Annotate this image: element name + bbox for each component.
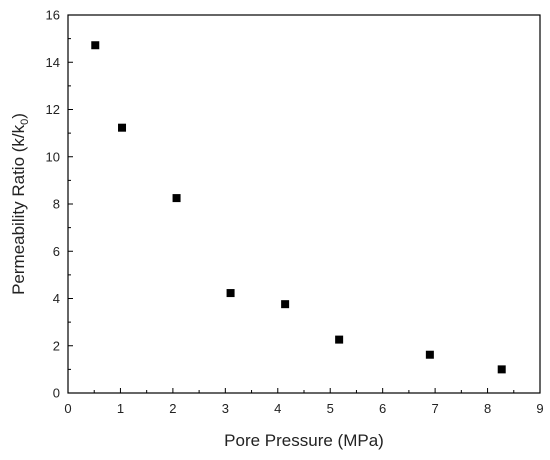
y-tick-label: 12 [46,102,60,117]
x-tick-label: 5 [327,401,334,416]
data-point [172,194,181,203]
x-tick-label: 0 [64,401,71,416]
x-tick-label: 3 [222,401,229,416]
plot-frame [67,14,541,394]
y-tick-label: 8 [53,197,60,212]
data-point [425,350,434,359]
y-axis-ticks: 0 2 4 6 8 10 12 14 16 [46,8,73,401]
data-markers [91,41,506,374]
y-tick-label: 14 [46,55,60,70]
x-tick-label: 2 [169,401,176,416]
y-tick-label: 4 [53,291,60,306]
data-point [281,300,290,309]
x-axis-title: Pore Pressure (MPa) [224,431,384,450]
y-axis-title-main: Permeability Ratio (k/k [9,124,28,295]
x-tick-label: 4 [274,401,281,416]
x-tick-label: 9 [536,401,543,416]
x-axis-ticks: 0 1 2 3 4 5 6 7 8 9 [64,388,544,416]
y-axis-title: Permeability Ratio (k/k0) [9,113,31,295]
y-tick-label: 0 [53,386,60,401]
y-axis-title-subscript: 0 [19,119,31,125]
x-tick-label: 7 [431,401,438,416]
y-tick-label: 6 [53,244,60,259]
y-tick-label: 2 [53,338,60,353]
x-tick-label: 1 [117,401,124,416]
data-point [497,365,506,374]
y-tick-label: 16 [46,8,60,23]
y-tick-label: 10 [46,149,60,164]
data-point [226,289,235,298]
x-tick-label: 8 [484,401,491,416]
data-point [91,41,100,50]
data-point [335,335,344,344]
x-tick-label: 6 [379,401,386,416]
data-point [118,123,127,132]
y-axis-title-suffix: ) [9,113,28,119]
